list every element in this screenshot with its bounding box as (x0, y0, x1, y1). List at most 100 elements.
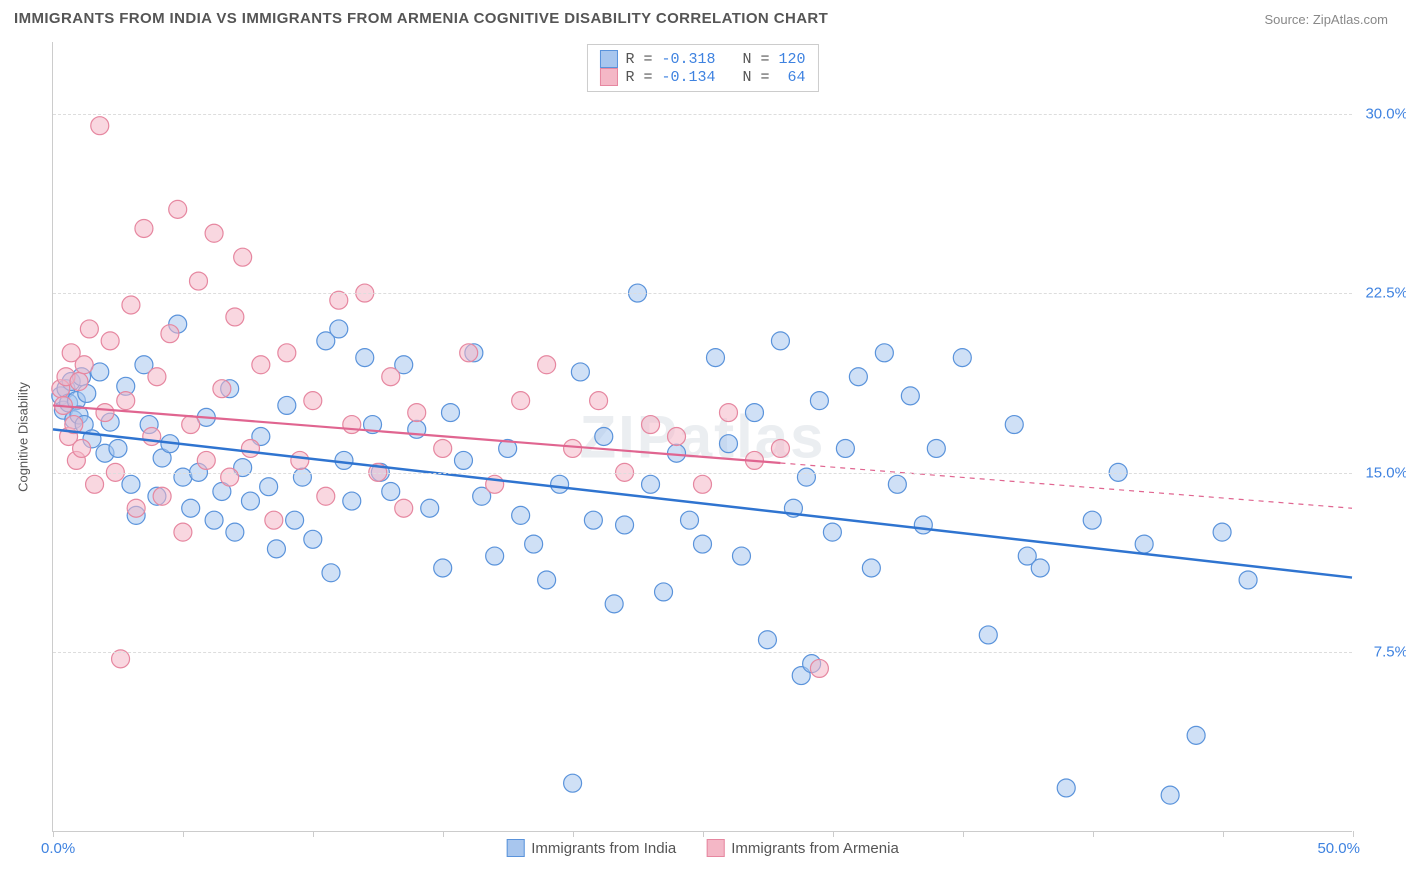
scatter-point (732, 547, 750, 565)
chart-title: IMMIGRANTS FROM INDIA VS IMMIGRANTS FROM… (14, 10, 828, 27)
scatter-point (810, 392, 828, 410)
scatter-point (571, 363, 589, 381)
x-axis-origin-label: 0.0% (41, 840, 75, 857)
scatter-point (382, 368, 400, 386)
scatter-point (642, 475, 660, 493)
x-tick (573, 831, 574, 837)
scatter-point (395, 499, 413, 517)
scatter-point (1135, 535, 1153, 553)
scatter-plot-svg (53, 42, 1352, 831)
scatter-point (143, 428, 161, 446)
scatter-point (189, 272, 207, 290)
y-tick-label: 15.0% (1358, 464, 1406, 481)
scatter-point (979, 626, 997, 644)
legend-swatch (706, 839, 724, 857)
scatter-point (538, 571, 556, 589)
scatter-point (322, 564, 340, 582)
scatter-point (80, 320, 98, 338)
scatter-point (551, 475, 569, 493)
x-tick (703, 831, 704, 837)
scatter-point (927, 439, 945, 457)
legend-row: R = -0.318 N = 120 (599, 50, 805, 68)
scatter-point (681, 511, 699, 529)
scatter-point (117, 392, 135, 410)
scatter-point (226, 523, 244, 541)
scatter-point (875, 344, 893, 362)
legend-swatch (599, 50, 617, 68)
scatter-point (86, 475, 104, 493)
scatter-point (293, 468, 311, 486)
x-tick (963, 831, 964, 837)
legend-label: Immigrants from India (531, 840, 676, 857)
scatter-point (719, 404, 737, 422)
scatter-point (454, 451, 472, 469)
scatter-point (213, 380, 231, 398)
scatter-point (745, 404, 763, 422)
scatter-point (719, 435, 737, 453)
scatter-point (1005, 416, 1023, 434)
scatter-point (512, 506, 530, 524)
scatter-point (605, 595, 623, 613)
legend-item: Immigrants from India (506, 839, 676, 857)
grid-line (53, 473, 1352, 474)
scatter-point (434, 559, 452, 577)
scatter-point (109, 439, 127, 457)
scatter-point (888, 475, 906, 493)
legend-stats: R = -0.134 N = 64 (625, 69, 805, 86)
plot-area: Cognitive Disability ZIPatlas 0.0% 50.0%… (52, 42, 1352, 832)
scatter-point (153, 487, 171, 505)
scatter-point (343, 416, 361, 434)
scatter-point (1057, 779, 1075, 797)
scatter-point (823, 523, 841, 541)
scatter-point (317, 487, 335, 505)
x-tick (1353, 831, 1354, 837)
scatter-point (197, 451, 215, 469)
legend-row: R = -0.134 N = 64 (599, 68, 805, 86)
scatter-point (655, 583, 673, 601)
scatter-point (771, 439, 789, 457)
scatter-point (205, 224, 223, 242)
legend-stats: R = -0.318 N = 120 (625, 51, 805, 68)
scatter-point (304, 530, 322, 548)
scatter-point (1161, 786, 1179, 804)
scatter-point (96, 404, 114, 422)
scatter-point (241, 439, 259, 457)
scatter-point (182, 416, 200, 434)
scatter-point (382, 483, 400, 501)
scatter-point (182, 499, 200, 517)
scatter-point (267, 540, 285, 558)
x-tick (1223, 831, 1224, 837)
trend-line-extrapolated (780, 463, 1352, 508)
scatter-point (286, 511, 304, 529)
scatter-point (356, 349, 374, 367)
scatter-point (758, 631, 776, 649)
scatter-point (408, 404, 426, 422)
scatter-point (590, 392, 608, 410)
scatter-point (260, 478, 278, 496)
scatter-point (421, 499, 439, 517)
scatter-point (70, 373, 88, 391)
scatter-point (226, 308, 244, 326)
y-tick-label: 7.5% (1358, 644, 1406, 661)
chart-container: IMMIGRANTS FROM INDIA VS IMMIGRANTS FROM… (0, 0, 1406, 892)
scatter-point (538, 356, 556, 374)
scatter-point (221, 468, 239, 486)
scatter-point (1239, 571, 1257, 589)
x-tick (183, 831, 184, 837)
scatter-point (862, 559, 880, 577)
scatter-point (771, 332, 789, 350)
scatter-point (584, 511, 602, 529)
scatter-point (642, 416, 660, 434)
legend-swatch (506, 839, 524, 857)
scatter-point (1213, 523, 1231, 541)
scatter-point (460, 344, 478, 362)
scatter-point (914, 516, 932, 534)
x-tick (53, 831, 54, 837)
scatter-point (278, 344, 296, 362)
y-tick-label: 22.5% (1358, 285, 1406, 302)
scatter-point (241, 492, 259, 510)
scatter-point (169, 200, 187, 218)
scatter-point (101, 332, 119, 350)
y-tick-label: 30.0% (1358, 105, 1406, 122)
scatter-point (849, 368, 867, 386)
